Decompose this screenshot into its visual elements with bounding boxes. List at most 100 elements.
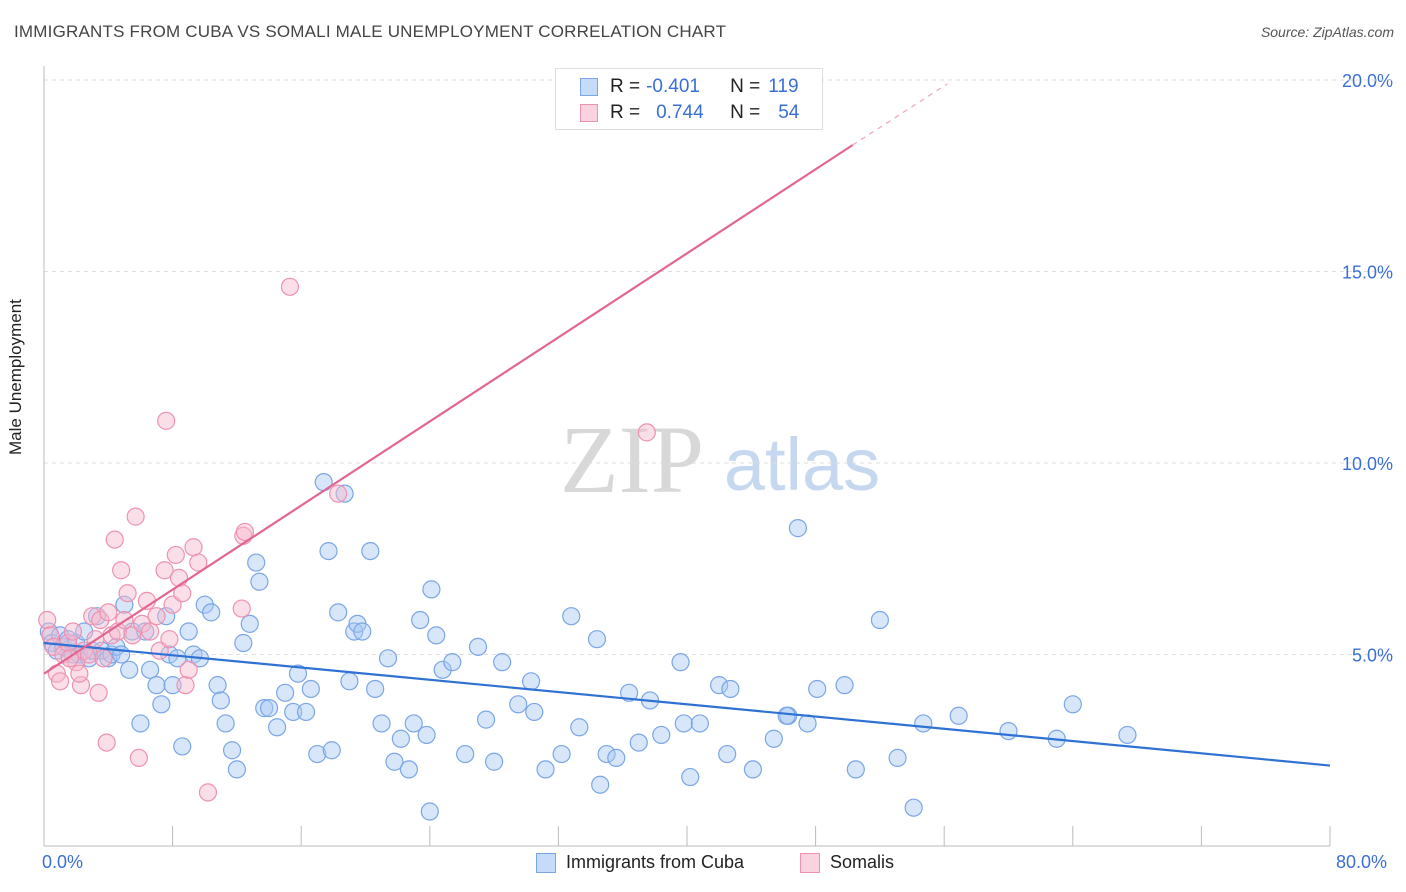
cuba-point bbox=[157, 607, 176, 626]
correlation-legend: R = -0.401 N = 119 R = 0.744 N = 54 bbox=[555, 68, 823, 130]
cuba-point bbox=[340, 672, 359, 691]
cuba-point bbox=[587, 630, 607, 649]
cuba-point bbox=[140, 660, 160, 679]
cuba-point bbox=[202, 603, 221, 622]
somalis-point bbox=[79, 645, 99, 664]
bottom-legend-label-cuba: Immigrants from Cuba bbox=[566, 852, 745, 872]
cuba-point bbox=[562, 607, 581, 626]
cuba-point bbox=[152, 695, 171, 714]
cuba-point bbox=[391, 729, 410, 748]
somalis-point bbox=[105, 530, 124, 549]
watermark-atlas: atlas bbox=[724, 423, 880, 506]
cuba-point bbox=[570, 718, 589, 737]
cuba-point bbox=[227, 760, 246, 779]
cuba-point bbox=[949, 706, 968, 725]
cuba-point bbox=[718, 744, 737, 764]
cuba-point bbox=[163, 676, 182, 695]
cuba-point bbox=[536, 760, 555, 779]
cuba-point bbox=[399, 760, 419, 779]
cuba-point bbox=[208, 676, 227, 695]
legend-row-cuba: R = -0.401 N = 119 bbox=[580, 75, 799, 99]
legend-row-somalis: R = 0.744 N = 54 bbox=[580, 101, 799, 125]
chart-title: IMMIGRANTS FROM CUBA VS SOMALI MALE UNEM… bbox=[14, 22, 727, 41]
watermark-zip: ZIP bbox=[560, 406, 704, 513]
somalis-point bbox=[140, 622, 160, 641]
bottom-legend-somalis: Somalis bbox=[800, 852, 894, 873]
cuba-point bbox=[914, 714, 933, 733]
cuba-point bbox=[888, 748, 907, 768]
somalis-point bbox=[129, 748, 148, 768]
legend-r-label: R = bbox=[610, 102, 641, 123]
legend-n-label: N = bbox=[730, 76, 761, 97]
somalis-point bbox=[329, 484, 348, 503]
cuba-point bbox=[476, 710, 496, 729]
somalis-point bbox=[118, 584, 137, 603]
somalis-point bbox=[235, 522, 255, 542]
cuba-point bbox=[211, 691, 230, 710]
cuba-point bbox=[259, 699, 279, 718]
cuba-point bbox=[115, 595, 134, 614]
somalis-point bbox=[637, 423, 656, 442]
somalis-point bbox=[173, 584, 192, 603]
cuba-point bbox=[710, 676, 729, 695]
cuba-point bbox=[690, 714, 709, 733]
cuba-point bbox=[240, 614, 259, 633]
somalis-point bbox=[89, 683, 108, 702]
cuba-point bbox=[591, 775, 610, 794]
somalis-point bbox=[179, 660, 198, 679]
somalis-point bbox=[50, 672, 70, 691]
cuba-point bbox=[276, 683, 295, 702]
cuba-point bbox=[433, 660, 452, 679]
cuba-point bbox=[456, 744, 475, 764]
somalis-trend-line bbox=[43, 144, 854, 675]
legend-r-value: -0.401 bbox=[646, 76, 700, 97]
somalis-point bbox=[157, 411, 176, 430]
cuba-point bbox=[681, 767, 700, 787]
cuba-point bbox=[120, 660, 139, 679]
cuba-point bbox=[112, 645, 131, 664]
cuba-point bbox=[1063, 695, 1082, 714]
cuba-point bbox=[308, 744, 327, 764]
cuba-point bbox=[335, 484, 354, 503]
cuba-point bbox=[525, 702, 544, 722]
bottom-legend-label-somalis: Somalis bbox=[830, 852, 895, 872]
somalis-point bbox=[70, 664, 89, 683]
cuba-point bbox=[808, 679, 827, 699]
cuba-point bbox=[131, 714, 150, 733]
cuba-point bbox=[764, 729, 783, 748]
legend-n-value: 119 bbox=[768, 76, 799, 97]
cuba-point bbox=[652, 725, 671, 745]
legend-r-label: R = bbox=[610, 76, 641, 97]
somalis-point bbox=[189, 553, 208, 572]
cuba-point bbox=[597, 744, 616, 764]
somalis-point bbox=[97, 733, 116, 752]
cuba-point bbox=[329, 603, 348, 622]
x-tick-label-max: 80.0% bbox=[1336, 852, 1388, 872]
somalis-point bbox=[155, 561, 174, 580]
cuba-point bbox=[422, 580, 441, 599]
bottom-legend-swatch-somalis bbox=[800, 852, 820, 873]
bottom-legend-cuba: Immigrants from Cuba bbox=[536, 852, 744, 873]
somalis-point bbox=[176, 676, 195, 695]
cuba-point bbox=[222, 741, 242, 760]
cuba-point bbox=[1118, 725, 1137, 745]
y-axis-label: Male Unemployment bbox=[6, 299, 25, 455]
cuba-point bbox=[378, 649, 398, 668]
y-tick-label: 20.0% bbox=[1342, 71, 1393, 91]
cuba-point bbox=[411, 610, 430, 630]
cuba-point bbox=[509, 695, 528, 714]
cuba-point bbox=[250, 572, 269, 591]
cuba-point bbox=[288, 664, 308, 683]
cuba-point bbox=[607, 748, 626, 768]
cuba-point bbox=[904, 798, 923, 817]
cuba-point bbox=[234, 633, 253, 653]
cuba-point bbox=[493, 653, 512, 672]
cuba-point bbox=[743, 760, 763, 779]
y-tick-label: 10.0% bbox=[1342, 454, 1393, 474]
x-tick-label-min: 0.0% bbox=[42, 852, 84, 872]
legend-r-value: 0.744 bbox=[656, 102, 704, 123]
cuba-point bbox=[247, 553, 266, 572]
cuba-point bbox=[404, 714, 423, 733]
cuba-point bbox=[674, 714, 693, 733]
